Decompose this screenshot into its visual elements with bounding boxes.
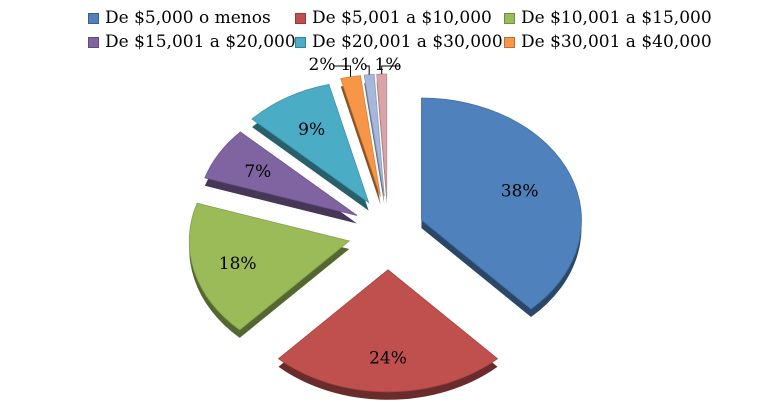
pie-slice	[204, 131, 358, 224]
pie-slice	[340, 75, 381, 205]
leader-line	[366, 65, 370, 75]
legend-item: De $10,001 a $15,000	[504, 8, 712, 28]
pie-slice	[376, 73, 388, 205]
legend-swatch	[88, 12, 99, 24]
legend-label: De $5,001 a $10,000	[312, 8, 492, 28]
legend-swatch	[504, 36, 515, 48]
leader-line	[381, 65, 400, 75]
pie-slice-depth	[340, 83, 381, 205]
legend-label: De $5,000 o menos	[105, 8, 271, 28]
legend-swatch	[295, 12, 306, 24]
legend-item: De $30,001 a $40,000	[504, 32, 712, 52]
legend-swatch	[504, 12, 515, 24]
data-label: 38%	[501, 181, 539, 201]
leader-line	[334, 65, 352, 77]
pie-slice-top	[277, 269, 499, 393]
data-label: 1%	[341, 55, 368, 75]
legend-label: De $15,001 a $20,000	[105, 32, 296, 52]
data-label: 24%	[369, 349, 407, 369]
pie-slice	[421, 97, 582, 318]
data-label: 7%	[244, 162, 271, 182]
pie-slice-top	[363, 73, 385, 197]
pie-slice-top	[340, 75, 381, 197]
legend-label: De $30,001 a $40,000	[521, 32, 712, 52]
legend-swatch	[88, 36, 99, 48]
pie-slice-top	[204, 131, 358, 216]
legend-item: De $15,001 a $20,000	[88, 32, 296, 52]
data-label: 18%	[219, 254, 257, 274]
pie-slice	[188, 202, 351, 338]
legend-item: De $20,001 a $30,000	[295, 32, 503, 52]
data-label: 9%	[298, 120, 325, 140]
chart-legend: De $5,000 o menos De $5,001 a $10,000 De…	[0, 0, 777, 60]
pie-slice-depth	[364, 82, 385, 205]
pie-slice	[251, 83, 370, 211]
pie-slice-top	[376, 73, 388, 197]
pie-slice-top	[251, 83, 370, 204]
legend-label: De $20,001 a $30,000	[312, 32, 503, 52]
data-label: 1%	[375, 55, 402, 75]
pie-slice-top	[421, 97, 582, 310]
pie-slice	[277, 269, 499, 400]
legend-swatch	[295, 36, 306, 48]
legend-item: De $5,001 a $10,000	[295, 8, 492, 28]
pie-slice-top	[188, 202, 351, 331]
pie-slice	[363, 73, 385, 205]
data-label: 2%	[309, 55, 336, 75]
legend-label: De $10,001 a $15,000	[521, 8, 712, 28]
legend-item: De $5,000 o menos	[88, 8, 271, 28]
